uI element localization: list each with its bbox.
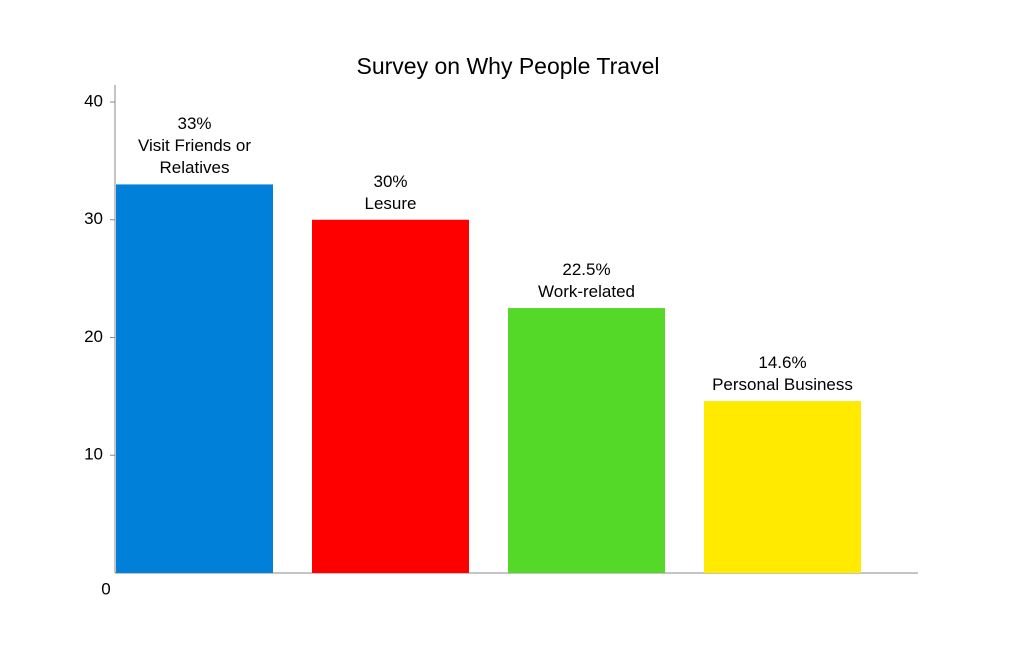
bar xyxy=(704,401,861,573)
y-tick-label: 40 xyxy=(84,91,103,110)
y-tick-label: 0 xyxy=(101,579,110,598)
bar-label: 22.5% Work-related xyxy=(512,259,662,303)
bar xyxy=(116,184,273,574)
bar xyxy=(312,219,469,573)
bar-label: 14.6% Personal Business xyxy=(708,352,858,396)
category-label: Work-related xyxy=(538,282,635,302)
bar xyxy=(508,308,665,573)
category-label: Visit Friends or Relatives xyxy=(137,136,252,178)
category-label: Personal Business xyxy=(712,375,853,395)
value-label: 30% xyxy=(373,171,408,191)
y-tick-label: 30 xyxy=(84,209,103,228)
value-label: 33% xyxy=(177,114,212,134)
value-label: 14.6% xyxy=(758,353,807,373)
value-label: 22.5% xyxy=(562,260,611,280)
bar-label: 33% Visit Friends or Relatives xyxy=(120,113,270,179)
bar-label: 30% Lesure xyxy=(316,171,466,215)
chart-title: Survey on Why People Travel xyxy=(357,53,660,79)
y-tick-label: 10 xyxy=(84,445,103,464)
category-label: Lesure xyxy=(364,193,417,213)
y-tick-label: 20 xyxy=(84,327,103,346)
